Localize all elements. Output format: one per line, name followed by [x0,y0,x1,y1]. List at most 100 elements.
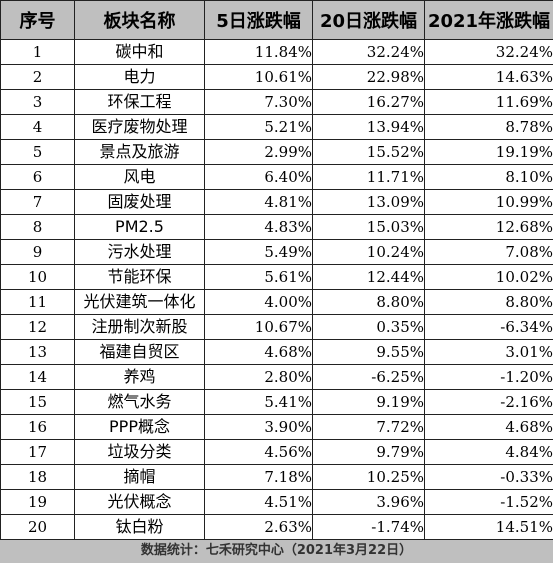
cell-index: 18 [0,464,75,490]
source-footer: 数据统计：七禾研究中心（2021年3月22日） [0,539,553,563]
cell-index: 20 [0,514,75,540]
cell-sector-name: 污水处理 [74,239,205,265]
cell-20d-change: 22.98% [312,64,425,90]
cell-index: 2 [0,64,75,90]
cell-ytd-change: 12.68% [424,214,553,240]
cell-5d-change: 3.90% [204,414,313,440]
sector-performance-table: 序号 板块名称 5日涨跌幅 20日涨跌幅 2021年涨跌幅 1 碳中和 11.84%… [0,0,553,540]
cell-5d-change: 2.99% [204,139,313,165]
cell-sector-name: 光伏建筑一体化 [74,289,205,315]
cell-20d-change: 8.80% [312,289,425,315]
cell-5d-change: 4.56% [204,439,313,465]
cell-20d-change: 7.72% [312,414,425,440]
cell-5d-change: 2.80% [204,364,313,390]
cell-ytd-change: 8.80% [424,289,553,315]
table-row: 19 光伏概念 4.51% 3.96% -1.52% [0,489,553,515]
cell-5d-change: 2.63% [204,514,313,540]
cell-20d-change: 15.52% [312,139,425,165]
table-row: 17 垃圾分类 4.56% 9.79% 4.84% [0,439,553,465]
cell-sector-name: 环保工程 [74,89,205,115]
cell-20d-change: 9.79% [312,439,425,465]
cell-20d-change: 10.25% [312,464,425,490]
cell-sector-name: 碳中和 [74,39,205,65]
cell-sector-name: 养鸡 [74,364,205,390]
cell-index: 1 [0,39,75,65]
table-row: 15 燃气水务 5.41% 9.19% -2.16% [0,389,553,415]
cell-index: 11 [0,289,75,315]
cell-index: 13 [0,339,75,365]
cell-sector-name: 电力 [74,64,205,90]
cell-5d-change: 4.00% [204,289,313,315]
cell-20d-change: 16.27% [312,89,425,115]
table-row: 7 固废处理 4.81% 13.09% 10.99% [0,189,553,215]
cell-index: 12 [0,314,75,340]
cell-ytd-change: 11.69% [424,89,553,115]
cell-sector-name: 节能环保 [74,264,205,290]
cell-20d-change: 9.55% [312,339,425,365]
cell-index: 9 [0,239,75,265]
cell-20d-change: 12.44% [312,264,425,290]
cell-index: 17 [0,439,75,465]
cell-5d-change: 4.68% [204,339,313,365]
header-sector-name: 板块名称 [74,0,205,40]
cell-ytd-change: 4.84% [424,439,553,465]
cell-5d-change: 11.84% [204,39,313,65]
cell-index: 5 [0,139,75,165]
cell-20d-change: -1.74% [312,514,425,540]
cell-index: 6 [0,164,75,190]
cell-20d-change: 13.09% [312,189,425,215]
cell-ytd-change: 32.24% [424,39,553,65]
table-row: 2 电力 10.61% 22.98% 14.63% [0,64,553,90]
header-ytd-change: 2021年涨跌幅 [424,0,553,40]
cell-ytd-change: 10.02% [424,264,553,290]
table-body: 1 碳中和 11.84% 32.24% 32.24% 2 电力 10.61% 22.98% 14.… [0,39,553,540]
cell-sector-name: 注册制次新股 [74,314,205,340]
cell-20d-change: 32.24% [312,39,425,65]
cell-index: 14 [0,364,75,390]
header-index: 序号 [0,0,75,40]
table-row: 10 节能环保 5.61% 12.44% 10.02% [0,264,553,290]
table-row: 18 摘帽 7.18% 10.25% -0.33% [0,464,553,490]
cell-sector-name: PPP概念 [74,414,205,440]
cell-sector-name: 光伏概念 [74,489,205,515]
cell-5d-change: 10.67% [204,314,313,340]
cell-5d-change: 5.41% [204,389,313,415]
cell-5d-change: 7.18% [204,464,313,490]
cell-5d-change: 6.40% [204,164,313,190]
header-5d-change: 5日涨跌幅 [204,0,313,40]
cell-5d-change: 5.61% [204,264,313,290]
cell-20d-change: 10.24% [312,239,425,265]
cell-sector-name: 摘帽 [74,464,205,490]
cell-index: 8 [0,214,75,240]
cell-ytd-change: -1.52% [424,489,553,515]
cell-index: 7 [0,189,75,215]
cell-sector-name: 固废处理 [74,189,205,215]
cell-sector-name: 景点及旅游 [74,139,205,165]
table-row: 4 医疗废物处理 5.21% 13.94% 8.78% [0,114,553,140]
cell-ytd-change: 10.99% [424,189,553,215]
table-row: 5 景点及旅游 2.99% 15.52% 19.19% [0,139,553,165]
cell-20d-change: -6.25% [312,364,425,390]
cell-ytd-change: 8.78% [424,114,553,140]
table-row: 20 钛白粉 2.63% -1.74% 14.51% [0,514,553,540]
cell-5d-change: 5.21% [204,114,313,140]
cell-ytd-change: 19.19% [424,139,553,165]
cell-index: 3 [0,89,75,115]
cell-ytd-change: 14.63% [424,64,553,90]
cell-ytd-change: -6.34% [424,314,553,340]
table-row: 11 光伏建筑一体化 4.00% 8.80% 8.80% [0,289,553,315]
table-row: 8 PM2.5 4.83% 15.03% 12.68% [0,214,553,240]
header-20d-change: 20日涨跌幅 [312,0,425,40]
table-row: 9 污水处理 5.49% 10.24% 7.08% [0,239,553,265]
cell-index: 15 [0,389,75,415]
cell-20d-change: 3.96% [312,489,425,515]
cell-ytd-change: -1.20% [424,364,553,390]
table-row: 12 注册制次新股 10.67% 0.35% -6.34% [0,314,553,340]
cell-sector-name: PM2.5 [74,214,205,240]
table-row: 6 风电 6.40% 11.71% 8.10% [0,164,553,190]
cell-sector-name: 燃气水务 [74,389,205,415]
table-row: 16 PPP概念 3.90% 7.72% 4.68% [0,414,553,440]
cell-5d-change: 7.30% [204,89,313,115]
table-row: 1 碳中和 11.84% 32.24% 32.24% [0,39,553,65]
